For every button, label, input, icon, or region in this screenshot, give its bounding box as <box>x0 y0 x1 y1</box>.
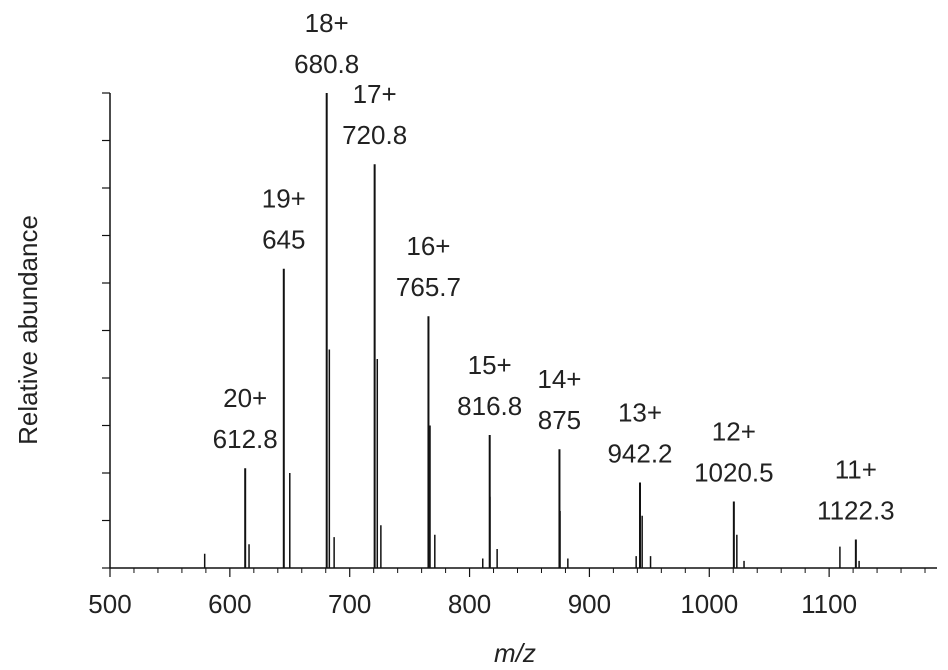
x-tick-label: 800 <box>448 589 491 619</box>
peak-charge-label: 12+ <box>712 416 756 446</box>
x-tick-label: 1100 <box>801 589 857 619</box>
x-tick-label: 900 <box>568 589 611 619</box>
x-tick-label: 1000 <box>680 589 738 619</box>
peak-mz-label: 720.8 <box>342 120 407 150</box>
peak-charge-label: 11+ <box>835 454 877 484</box>
peak-charge-label: 14+ <box>537 364 581 394</box>
peak-mz-label: 1020.5 <box>694 457 774 487</box>
peak-charge-label: 15+ <box>468 350 512 380</box>
peak-mz-label: 765.7 <box>396 272 461 302</box>
peak-mz-label: 680.8 <box>294 49 359 79</box>
peak-charge-label: 20+ <box>223 383 267 413</box>
peak-mz-label: 1122.3 <box>817 495 895 525</box>
peak-mz-label: 875 <box>538 405 581 435</box>
peak-charge-label: 13+ <box>618 397 662 427</box>
peak-mz-label: 612.8 <box>213 424 278 454</box>
peak-mz-label: 942.2 <box>607 438 672 468</box>
peak-mz-label: 645 <box>262 225 305 255</box>
y-axis-label: Relative abundance <box>13 215 43 445</box>
peak-charge-label: 17+ <box>353 79 397 109</box>
x-tick-label: 700 <box>328 589 371 619</box>
x-tick-label: 500 <box>88 589 131 619</box>
peak-mz-label: 816.8 <box>457 391 522 421</box>
peak-charge-label: 19+ <box>262 184 306 214</box>
peak-charge-label: 18+ <box>305 8 349 38</box>
peak-charge-label: 16+ <box>406 231 450 261</box>
x-axis-label: m/z <box>494 638 536 668</box>
x-tick-label: 600 <box>208 589 251 619</box>
